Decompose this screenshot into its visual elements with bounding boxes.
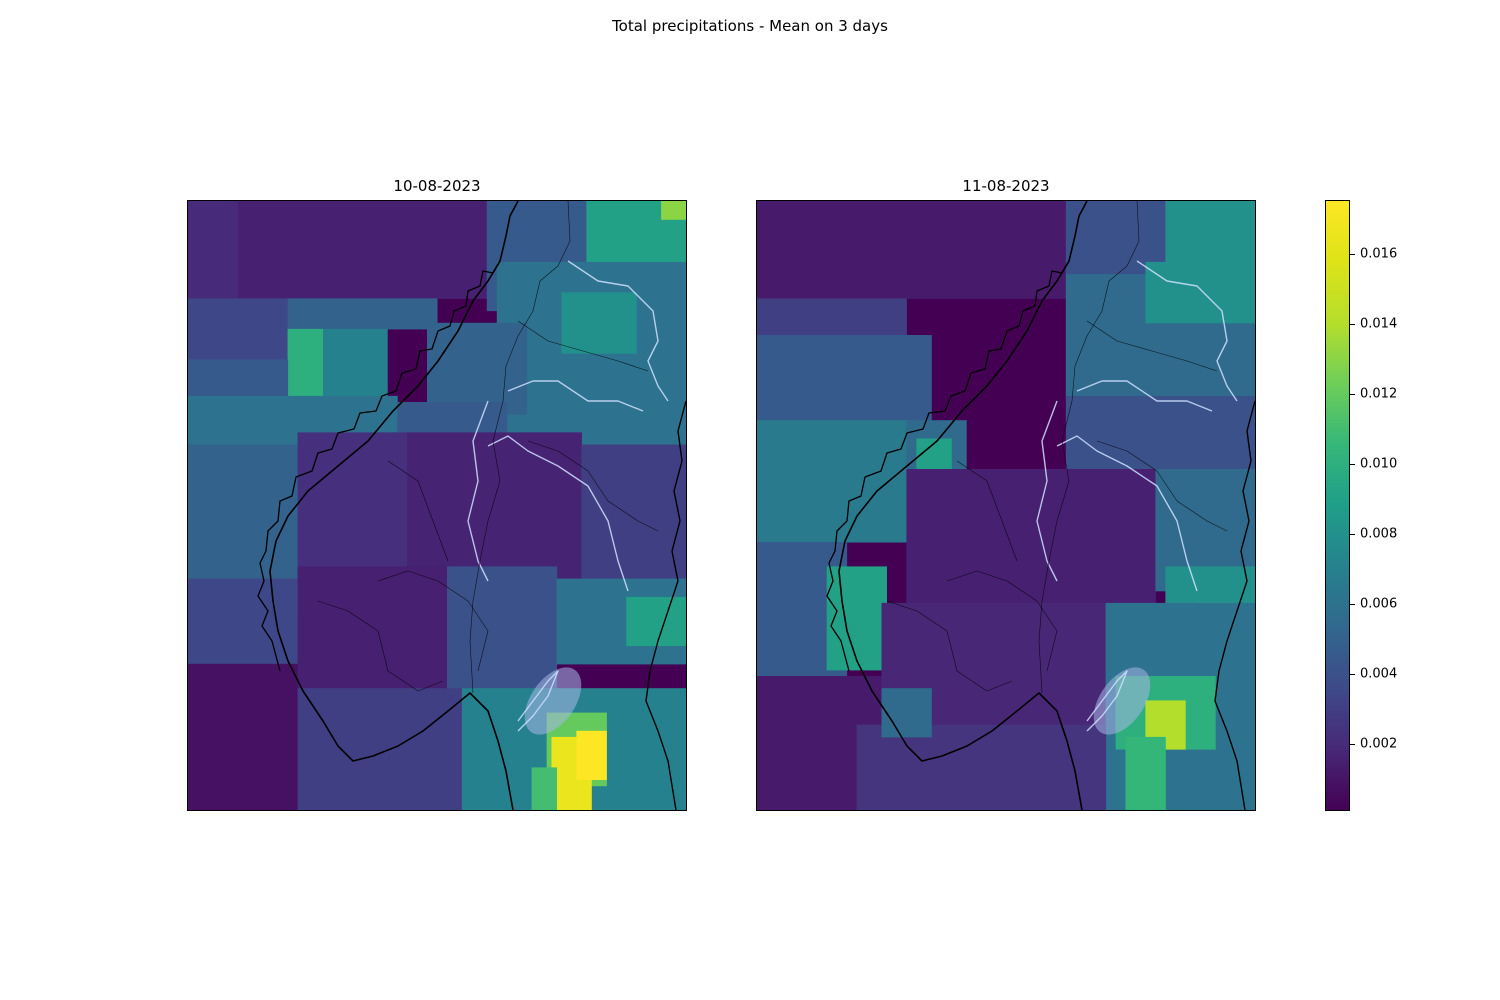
region-border-line xyxy=(886,600,1013,692)
region-border-line xyxy=(1096,440,1228,532)
colorbar-tick-label: 0.004 xyxy=(1360,666,1398,681)
coastline-detail xyxy=(257,260,501,672)
colorbar-tick xyxy=(1350,393,1355,395)
river-line xyxy=(1076,380,1213,412)
colorbar-tick xyxy=(1350,253,1355,255)
colorbar-tick-label: 0.008 xyxy=(1360,526,1398,541)
precip-cell xyxy=(461,688,513,810)
colorbar-tick-label: 0.010 xyxy=(1360,456,1398,471)
precip-cell xyxy=(1125,736,1166,810)
river-line xyxy=(507,380,644,412)
precip-cell xyxy=(757,420,907,543)
precip-cell xyxy=(757,298,907,336)
coastline-detail xyxy=(826,260,1070,672)
region-border-line xyxy=(1086,320,1218,372)
coastline xyxy=(269,201,519,810)
river-line xyxy=(1086,670,1128,732)
colorbar-tick-label: 0.012 xyxy=(1360,386,1398,401)
lake-shape xyxy=(524,667,582,735)
colorbar-tick-label: 0.002 xyxy=(1360,736,1398,751)
precip-cell xyxy=(561,292,637,354)
precip-cell xyxy=(407,432,582,586)
region-border-line xyxy=(1038,201,1140,694)
map-panel-left xyxy=(187,200,687,811)
precip-cell xyxy=(757,335,932,421)
colorbar-tick xyxy=(1350,603,1355,605)
precip-cell xyxy=(881,688,932,738)
colorbar-tick xyxy=(1350,533,1355,535)
precip-cell xyxy=(906,469,1156,604)
precip-cell xyxy=(576,730,607,780)
precip-cell xyxy=(188,578,299,665)
figure-title: Total precipitations - Mean on 3 days xyxy=(612,17,888,35)
colorbar-tick xyxy=(1350,323,1355,325)
precip-map-left xyxy=(188,201,686,810)
coastline xyxy=(838,201,1088,810)
river-line xyxy=(1136,260,1238,402)
precip-cell xyxy=(757,201,1067,299)
region-border-line xyxy=(387,460,449,562)
panel-title-right: 11-08-2023 xyxy=(962,177,1050,195)
precip-cell xyxy=(188,663,299,810)
colorbar-tick xyxy=(1350,673,1355,675)
precip-cell xyxy=(427,322,528,415)
precip-cell xyxy=(447,566,558,689)
precip-cell xyxy=(1065,395,1255,470)
river-line xyxy=(567,260,669,402)
region-border-line xyxy=(946,570,1058,672)
precip-cell xyxy=(661,201,686,220)
precip-cell xyxy=(531,767,557,810)
colorbar xyxy=(1325,200,1350,811)
precip-cell xyxy=(626,596,686,647)
colorbar-tick-label: 0.014 xyxy=(1360,316,1398,331)
precip-cell xyxy=(188,298,289,360)
colorbar-tick xyxy=(1350,743,1355,745)
precip-cell xyxy=(287,298,438,330)
region-border-line xyxy=(469,201,571,694)
precip-cell xyxy=(287,328,323,403)
region-border-line xyxy=(377,570,489,672)
lake-shape xyxy=(1093,667,1151,735)
precip-cell xyxy=(826,566,887,671)
coastline-east xyxy=(1214,400,1255,810)
precip-cell xyxy=(856,724,1107,810)
coastline-east xyxy=(645,400,686,810)
river-line xyxy=(517,670,559,732)
precip-cell xyxy=(297,688,473,810)
panel-title-left: 10-08-2023 xyxy=(393,177,481,195)
region-border-line xyxy=(527,440,659,532)
precip-map-right xyxy=(757,201,1255,810)
river-line xyxy=(487,435,629,592)
colorbar-tick-label: 0.016 xyxy=(1360,246,1398,261)
region-border-line xyxy=(517,320,649,372)
map-panel-right xyxy=(756,200,1256,811)
precip-cell xyxy=(581,444,686,580)
geo-overlay-left xyxy=(257,201,686,810)
precip-cell xyxy=(188,444,299,580)
colorbar-tick xyxy=(1350,463,1355,465)
geo-overlay-right xyxy=(826,201,1255,810)
precip-cell xyxy=(212,201,488,299)
colorbar-tick-label: 0.006 xyxy=(1360,596,1398,611)
precip-cell xyxy=(1145,261,1255,324)
region-border-line xyxy=(956,460,1018,562)
river-line xyxy=(1056,435,1198,592)
region-border-line xyxy=(317,600,444,692)
